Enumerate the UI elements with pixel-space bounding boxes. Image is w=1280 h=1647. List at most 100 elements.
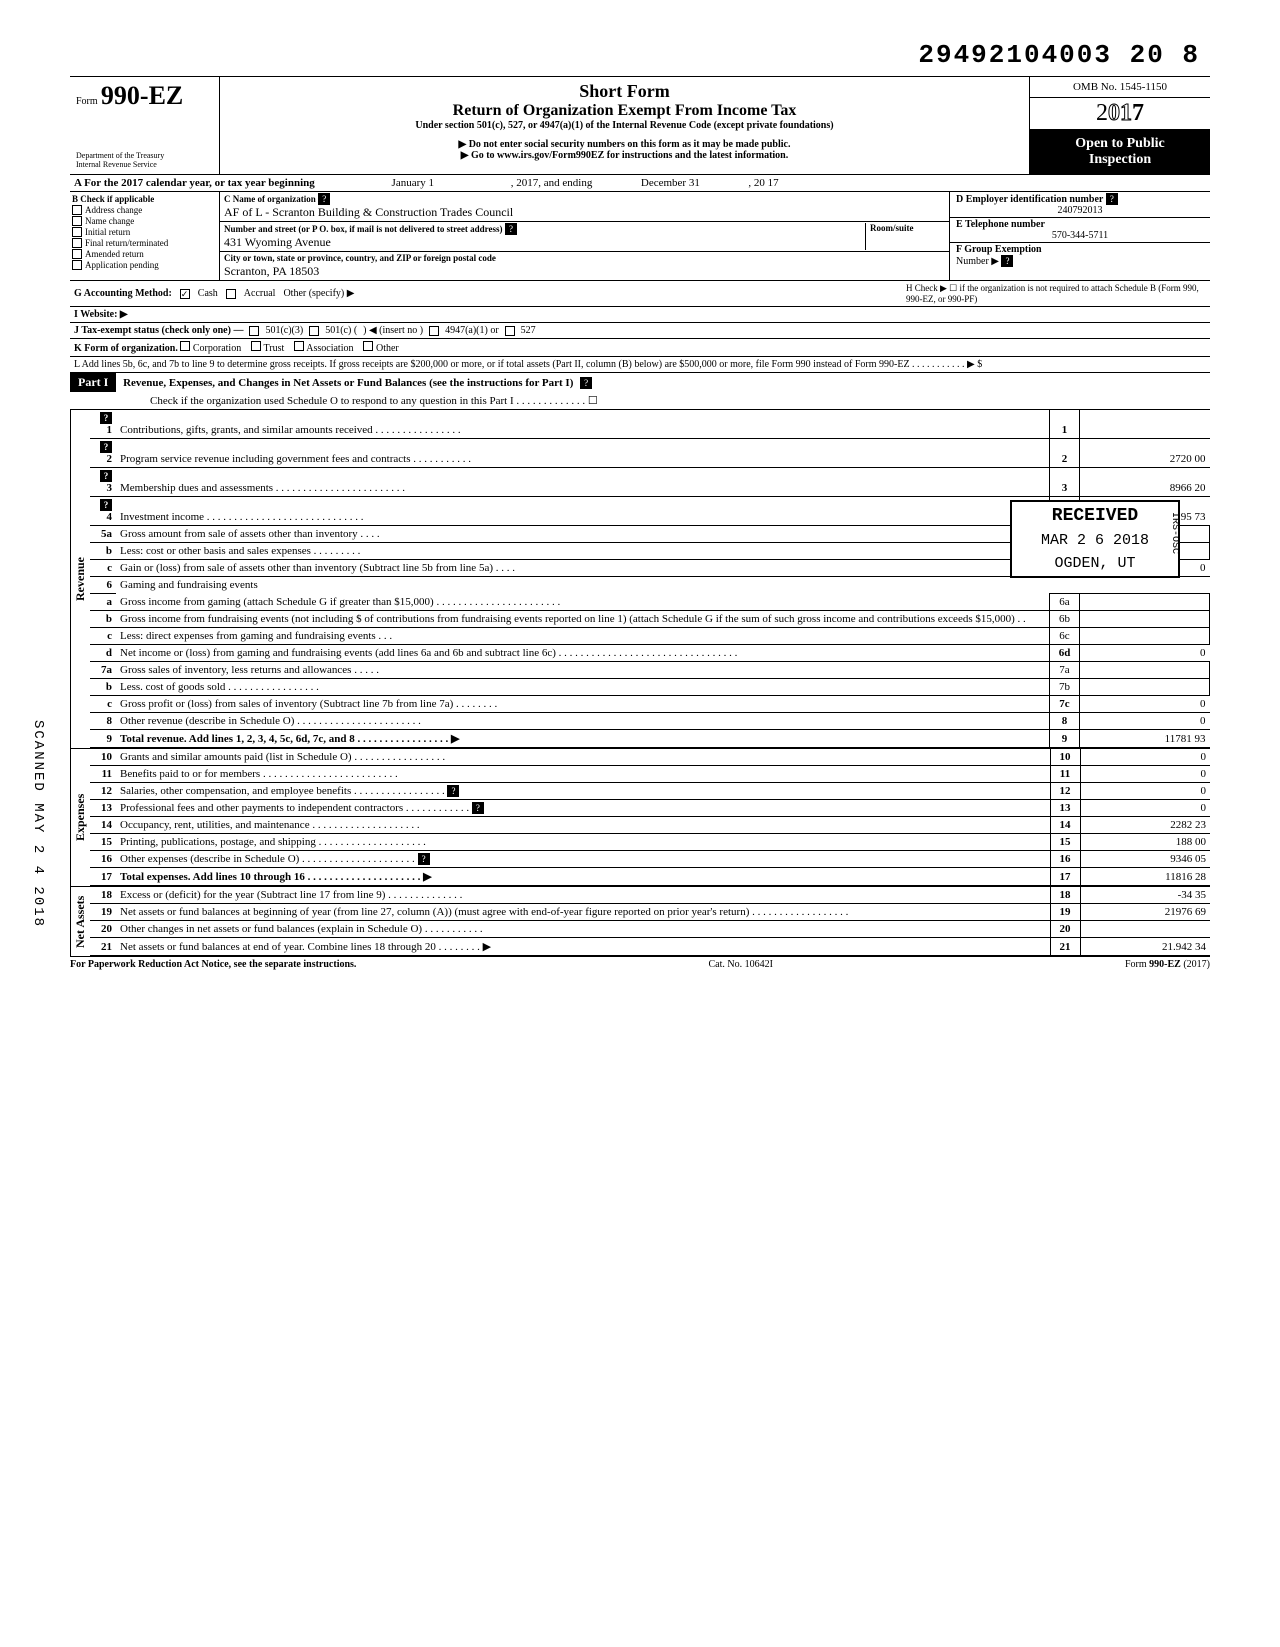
- footer-left: For Paperwork Reduction Act Notice, see …: [70, 959, 356, 970]
- checkbox-name-change[interactable]: [72, 216, 82, 226]
- line-num: 2: [1050, 439, 1080, 468]
- line-text: Printing, publications, postage, and shi…: [116, 834, 1050, 851]
- checkbox-trust[interactable]: [251, 341, 261, 351]
- checkbox-assoc[interactable]: [294, 341, 304, 351]
- line-text: Net income or (loss) from gaming and fun…: [116, 645, 1050, 662]
- tax-year: 2017: [1030, 98, 1210, 130]
- line-num: 15: [90, 834, 116, 851]
- line-amt: 0: [1080, 783, 1210, 800]
- checkbox-501c3[interactable]: [249, 326, 259, 336]
- 501c3: 501(c)(3): [265, 325, 303, 336]
- line-amt: 2282 23: [1080, 817, 1210, 834]
- part1-title: Revenue, Expenses, and Changes in Net As…: [119, 375, 577, 391]
- line-text: Total revenue. Add lines 1, 2, 3, 4, 5c,…: [116, 730, 1050, 748]
- row-g: G Accounting Method: Cash Accrual Other …: [70, 281, 1210, 307]
- org-name: AF of L - Scranton Building & Constructi…: [224, 205, 513, 219]
- help-icon[interactable]: ?: [100, 499, 112, 511]
- open-public-1: Open to Public: [1032, 136, 1208, 152]
- cash-label: Cash: [198, 288, 218, 299]
- checkbox-accrual[interactable]: [226, 289, 236, 299]
- line-text: Less: cost or other basis and sales expe…: [120, 545, 360, 557]
- line-text: Excess or (deficit) for the year (Subtra…: [116, 887, 1050, 904]
- line-amt: 0: [1080, 696, 1210, 713]
- line-num: 10: [1050, 749, 1080, 766]
- checkbox-other-org[interactable]: [363, 341, 373, 351]
- checkbox-527[interactable]: [505, 326, 515, 336]
- line-text: Gross profit or (loss) from sales of inv…: [116, 696, 1050, 713]
- help-icon[interactable]: ?: [580, 377, 592, 389]
- line-num: 20: [90, 921, 116, 938]
- col-c: C Name of organization ? AF of L - Scran…: [220, 192, 950, 280]
- checkbox-amended[interactable]: [72, 249, 82, 259]
- year-suffix: 7: [1132, 100, 1144, 126]
- cb-label: Application pending: [85, 260, 159, 270]
- line-num: 11: [90, 766, 116, 783]
- help-icon[interactable]: ?: [447, 785, 459, 797]
- footer: For Paperwork Reduction Act Notice, see …: [70, 957, 1210, 970]
- open-public-2: Inspection: [1032, 152, 1208, 168]
- checkbox-final-return[interactable]: [72, 238, 82, 248]
- line-amt: 9346 05: [1080, 851, 1210, 868]
- line-amt: 0: [1080, 645, 1210, 662]
- checkbox-address-change[interactable]: [72, 205, 82, 215]
- checkbox-app-pending[interactable]: [72, 260, 82, 270]
- name-label: C Name of organization: [224, 194, 316, 204]
- city-label: City or town, state or province, country…: [224, 253, 496, 263]
- document-id: 29492104003 20 8: [70, 40, 1210, 70]
- help-icon[interactable]: ?: [505, 223, 517, 235]
- row-j: J Tax-exempt status (check only one) — 5…: [70, 323, 1210, 339]
- help-icon[interactable]: ?: [100, 412, 112, 424]
- inner-num: 6c: [1050, 628, 1080, 645]
- help-icon[interactable]: ?: [100, 470, 112, 482]
- accrual-label: Accrual: [244, 288, 276, 299]
- checkbox-501c[interactable]: [309, 326, 319, 336]
- group-exempt-number: Number ▶: [956, 256, 999, 267]
- line-text: Program service revenue including govern…: [116, 439, 1050, 468]
- help-icon[interactable]: ?: [1106, 193, 1118, 205]
- row-i: I Website: ▶: [70, 307, 1210, 323]
- line-num: 19: [1050, 904, 1080, 921]
- line-text: Gross income from gaming (attach Schedul…: [120, 596, 560, 608]
- row-l: L Add lines 5b, 6c, and 7b to line 9 to …: [70, 357, 1210, 373]
- checkbox-initial-return[interactable]: [72, 227, 82, 237]
- netassets-section: Net Assets 18Excess or (deficit) for the…: [70, 887, 1210, 957]
- street-val: 431 Wyoming Avenue: [224, 235, 331, 249]
- row-a-mid: , 2017, and ending: [511, 177, 593, 189]
- line-num: 8: [1050, 713, 1080, 730]
- part1-tag: Part I: [70, 373, 116, 392]
- help-icon[interactable]: ?: [100, 441, 112, 453]
- line-num: c: [90, 628, 116, 645]
- inner-num: 6a: [1050, 594, 1080, 611]
- corp: Corporation: [193, 343, 241, 354]
- accounting-label: G Accounting Method:: [74, 288, 172, 299]
- year-mid: 01: [1108, 100, 1132, 126]
- line-num: 17: [90, 868, 116, 886]
- line-text: Net assets or fund balances at end of ye…: [116, 938, 1050, 956]
- cb-label: Final return/terminated: [85, 238, 168, 248]
- expenses-section: Expenses 10Grants and similar amounts pa…: [70, 749, 1210, 887]
- checkbox-corp[interactable]: [180, 341, 190, 351]
- cb-label: Initial return: [85, 227, 130, 237]
- form-header: Form 990-EZ Department of the Treasury I…: [70, 76, 1210, 175]
- help-icon[interactable]: ?: [418, 853, 430, 865]
- 501c-open: 501(c) (: [325, 325, 357, 336]
- line-num: 19: [90, 904, 116, 921]
- ssn-warning: ▶ Do not enter social security numbers o…: [226, 139, 1023, 150]
- line-num: 3: [1050, 468, 1080, 497]
- stamp-place: OGDEN, UT: [1016, 555, 1174, 572]
- scanned-stamp: SCANNED MAY 2 4 2018: [30, 720, 46, 928]
- line-text: Other expenses (describe in Schedule O) …: [120, 853, 415, 865]
- help-icon[interactable]: ?: [1001, 255, 1013, 267]
- dept-line2: Internal Revenue Service: [76, 161, 213, 170]
- help-icon[interactable]: ?: [318, 193, 330, 205]
- goto-url: ▶ Go to www.irs.gov/Form990EZ for instru…: [226, 150, 1023, 161]
- line-num: 9: [1050, 730, 1080, 748]
- phone-label: E Telephone number: [956, 219, 1045, 230]
- line-num: 15: [1050, 834, 1080, 851]
- help-icon[interactable]: ?: [472, 802, 484, 814]
- footer-mid: Cat. No. 10642I: [708, 959, 772, 970]
- line-text: Gross income from fundraising events (no…: [120, 613, 1026, 625]
- checkbox-4947[interactable]: [429, 326, 439, 336]
- line-text: Less. cost of goods sold . . . . . . . .…: [120, 681, 319, 693]
- checkbox-cash[interactable]: [180, 289, 190, 299]
